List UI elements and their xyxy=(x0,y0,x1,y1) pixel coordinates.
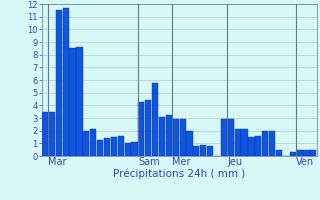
Bar xyxy=(228,119,234,156)
Bar xyxy=(262,131,268,156)
Bar xyxy=(104,138,110,156)
Bar xyxy=(173,119,179,156)
Bar xyxy=(221,119,227,156)
Bar xyxy=(242,129,248,156)
Bar xyxy=(69,48,76,156)
Bar xyxy=(255,136,261,156)
Bar xyxy=(76,47,83,156)
Bar xyxy=(276,150,282,156)
Bar xyxy=(145,100,151,156)
Bar xyxy=(56,10,62,156)
Bar xyxy=(42,112,48,156)
Bar xyxy=(118,136,124,156)
Bar xyxy=(310,150,316,156)
Bar xyxy=(152,83,158,156)
Bar xyxy=(200,145,206,156)
Bar xyxy=(138,102,144,156)
Bar xyxy=(97,140,103,156)
Bar xyxy=(49,112,55,156)
Bar xyxy=(248,137,254,156)
Bar xyxy=(235,129,241,156)
Bar xyxy=(111,137,117,156)
Bar xyxy=(303,150,309,156)
Bar xyxy=(132,142,138,156)
Bar xyxy=(187,131,193,156)
Bar xyxy=(290,152,296,156)
X-axis label: Précipitations 24h ( mm ): Précipitations 24h ( mm ) xyxy=(113,169,245,179)
Bar xyxy=(63,8,69,156)
Bar xyxy=(83,131,89,156)
Bar xyxy=(124,143,131,156)
Bar xyxy=(159,117,165,156)
Bar xyxy=(90,129,96,156)
Bar xyxy=(166,115,172,156)
Bar xyxy=(297,150,303,156)
Bar xyxy=(180,119,186,156)
Bar xyxy=(269,131,275,156)
Bar xyxy=(193,146,199,156)
Bar xyxy=(207,146,213,156)
